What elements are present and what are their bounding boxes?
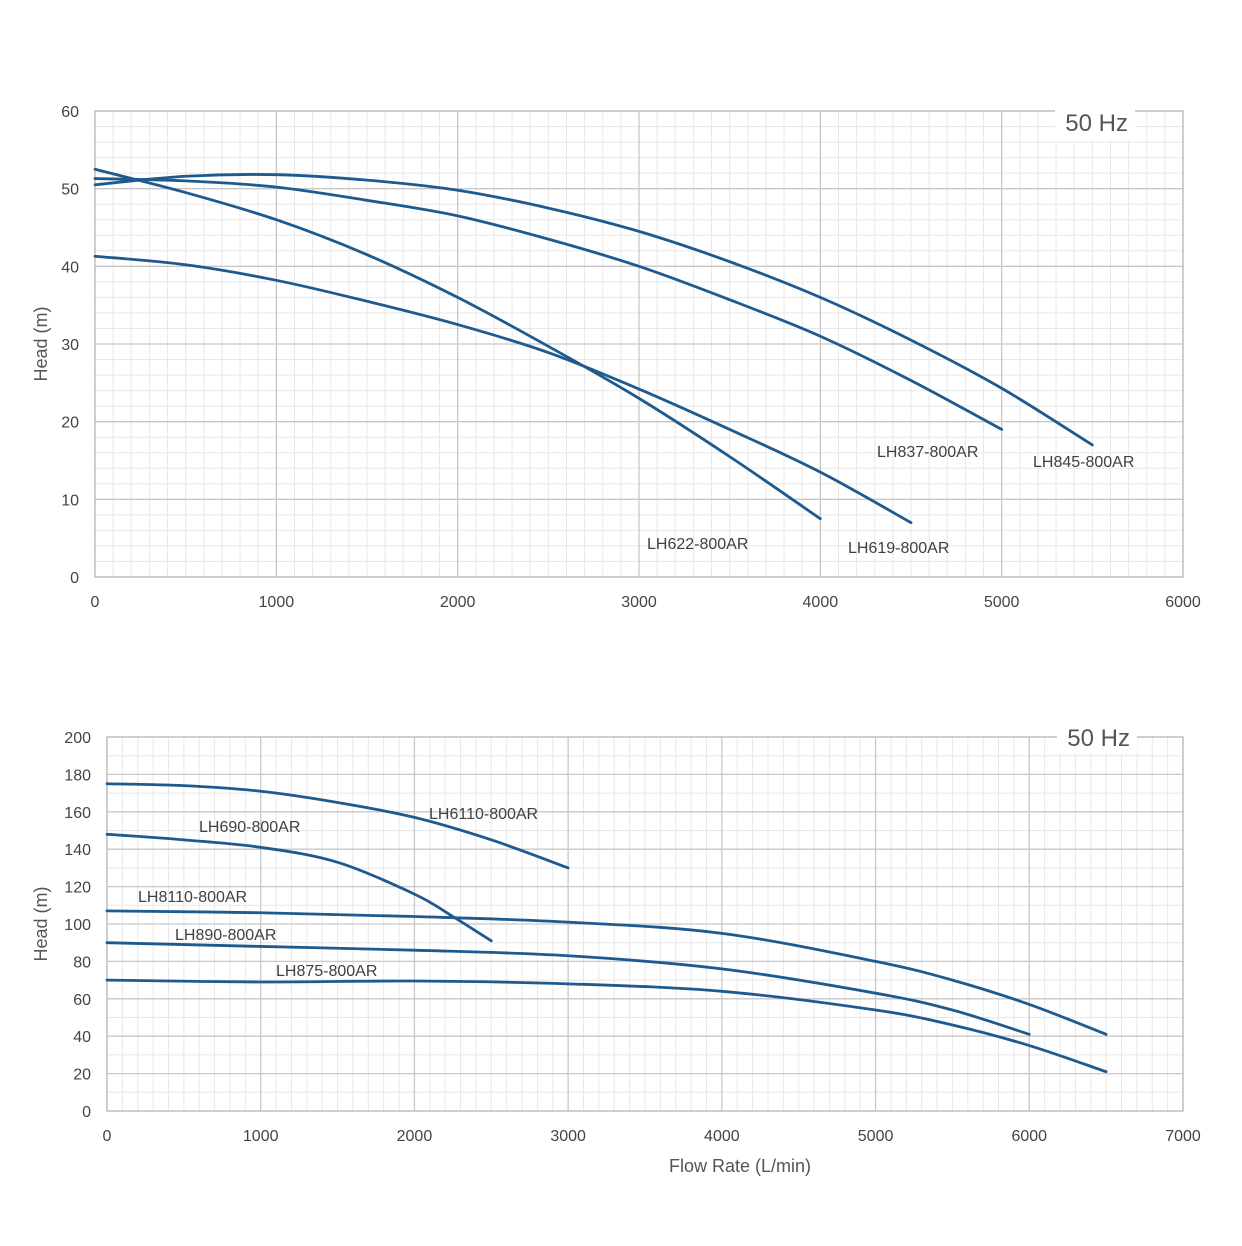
y-tick-label-60: 60 xyxy=(61,104,79,121)
y-tick-label-0: 0 xyxy=(82,1104,91,1121)
y-tick-label-80: 80 xyxy=(73,954,91,971)
x-tick-label-1000: 1000 xyxy=(243,1128,279,1145)
y-tick-label-200: 200 xyxy=(64,730,91,747)
series-label-lh622-800ar: LH622-800AR xyxy=(647,536,748,553)
series-line-lh619-800ar xyxy=(93,254,913,525)
series-line-lh837-800ar xyxy=(93,177,1004,431)
x-tick-label-5000: 5000 xyxy=(858,1128,894,1145)
series-label-lh875-800ar: LH875-800AR xyxy=(276,963,377,980)
series-line-lh8110-800ar xyxy=(105,909,1108,1036)
y-tick-label-180: 180 xyxy=(64,767,91,784)
x-tick-label-3000: 3000 xyxy=(621,594,657,611)
x-tick-label-6000: 6000 xyxy=(1165,594,1201,611)
series-label-lh845-800ar: LH845-800AR xyxy=(1033,454,1134,471)
x-tick-label-5000: 5000 xyxy=(984,594,1020,611)
x-tick-label-6000: 6000 xyxy=(1011,1128,1047,1145)
x-tick-label-7000: 7000 xyxy=(1165,1128,1201,1145)
y-tick-label-140: 140 xyxy=(64,842,91,859)
y-tick-label-60: 60 xyxy=(73,992,91,1009)
x-axis-title: Flow Rate (L/min) xyxy=(663,622,805,623)
pump-curve-chart-bottom: 0 1000 2000 3000 4000 5000 6000 7000 0 20 40 60 80 10… xyxy=(31,724,1201,1176)
x-tick-label-4000: 4000 xyxy=(704,1128,740,1145)
series-line-lh890-800ar xyxy=(105,941,1031,1036)
series-group xyxy=(105,782,1108,1074)
y-tick-label-20: 20 xyxy=(61,415,79,432)
y-tick-label-30: 30 xyxy=(61,337,79,354)
series-line-lh875-800ar xyxy=(105,978,1108,1074)
y-tick-label-40: 40 xyxy=(73,1029,91,1046)
series-group xyxy=(93,167,1094,525)
series-line-lh6110-800ar xyxy=(105,782,570,870)
series-label-lh837-800ar: LH837-800AR xyxy=(877,444,978,461)
frequency-badge: 50 Hz xyxy=(1067,725,1130,752)
frequency-badge-bg xyxy=(1057,724,1137,754)
series-label-lh8110-800ar: LH8110-800AR xyxy=(138,889,247,906)
frequency-badge-bg xyxy=(1055,107,1135,141)
y-axis-title: Head (m) xyxy=(31,306,51,381)
y-tick-label-100: 100 xyxy=(64,917,91,934)
x-axis-title: Flow Rate (L/min) xyxy=(669,1156,811,1176)
x-tick-label-4000: 4000 xyxy=(803,594,839,611)
series-line-lh622-800ar xyxy=(93,167,822,521)
series-label-lh619-800ar: LH619-800AR xyxy=(848,540,949,557)
series-label-lh690-800ar: LH690-800AR xyxy=(199,819,300,836)
y-tick-label-160: 160 xyxy=(64,805,91,822)
y-tick-label-20: 20 xyxy=(73,1067,91,1084)
series-line-lh845-800ar xyxy=(93,173,1094,447)
y-tick-label-120: 120 xyxy=(64,880,91,897)
y-tick-label-10: 10 xyxy=(61,492,79,509)
y-tick-label-40: 40 xyxy=(61,259,79,276)
x-tick-label-0: 0 xyxy=(91,594,100,611)
y-axis-title: Head (m) xyxy=(31,886,51,961)
x-tick-label-1000: 1000 xyxy=(259,594,295,611)
x-tick-label-0: 0 xyxy=(103,1128,112,1145)
x-tick-label-2000: 2000 xyxy=(397,1128,433,1145)
frequency-badge: 50 Hz xyxy=(1065,110,1128,137)
y-tick-label-50: 50 xyxy=(61,182,79,199)
series-label-lh890-800ar: LH890-800AR xyxy=(175,927,276,944)
y-tick-label-0: 0 xyxy=(70,570,79,587)
plot-frame xyxy=(106,736,1184,1112)
plot-frame xyxy=(94,110,1184,578)
x-tick-label-2000: 2000 xyxy=(440,594,476,611)
series-label-lh6110-800ar: LH6110-800AR xyxy=(429,806,538,823)
x-tick-label-3000: 3000 xyxy=(550,1128,586,1145)
pump-curve-chart-top: 0 1000 2000 3000 4000 5000 6000 0 10 20 30 40 50 60 Fl… xyxy=(31,104,1201,623)
